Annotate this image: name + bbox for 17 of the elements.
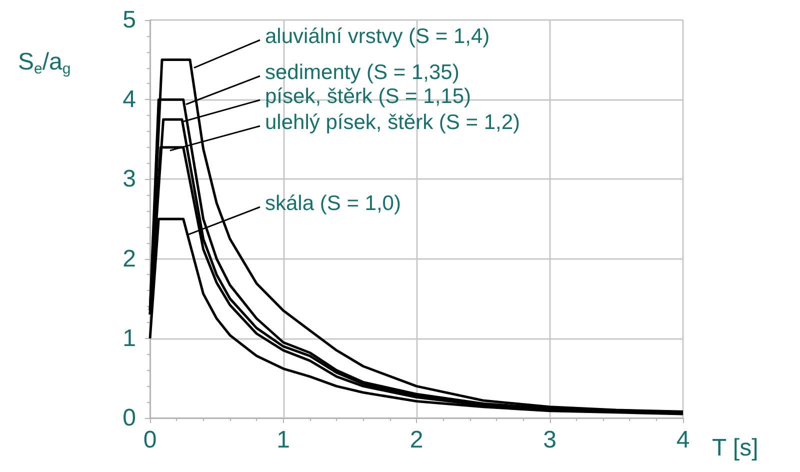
annotation: skála (S = 1,0) [265, 192, 401, 215]
y-tick-label: 4 [122, 86, 136, 114]
x-tick-label: 1 [276, 426, 290, 454]
y-tick-label: 1 [122, 324, 136, 352]
x-tick-label: 3 [543, 426, 556, 454]
x-axis-title: T [s] [712, 434, 758, 462]
y-tick-label: 3 [122, 166, 136, 193]
annotation: sedimenty (S = 1,35) [265, 61, 460, 84]
annotation: ulehlý písek, štěrk (S = 1,2) [265, 111, 520, 134]
annotation: písek, štěrk (S = 1,15) [265, 85, 472, 108]
y-tick-label: 0 [122, 404, 136, 432]
x-tick-label: 4 [676, 426, 690, 454]
y-tick-label: 2 [122, 245, 136, 272]
y-tick-label: 5 [122, 6, 136, 34]
x-tick-label: 2 [410, 426, 424, 454]
x-tick-label: 0 [143, 426, 157, 454]
annotation: aluviální vrstvy (S = 1,4) [265, 25, 490, 48]
